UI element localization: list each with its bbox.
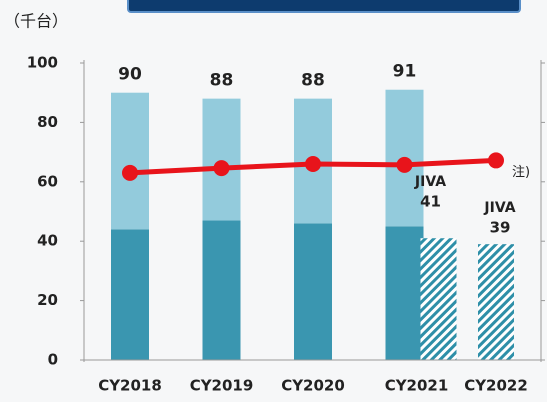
bar-segment xyxy=(385,226,424,360)
y-tick-label: 80 xyxy=(37,113,58,131)
bar-segment xyxy=(111,229,149,360)
x-tick-label: CY2018 xyxy=(98,377,162,395)
total-label: 88 xyxy=(301,71,325,91)
jiva-value: 39 xyxy=(490,219,511,237)
bar-segment xyxy=(111,92,149,230)
jiva-label: JIVA xyxy=(414,174,446,190)
x-tick-label: CY2019 xyxy=(190,377,254,395)
total-label: 91 xyxy=(393,62,417,82)
y-tick-label: 0 xyxy=(48,351,58,369)
annotation: 注) xyxy=(512,165,530,180)
header-box xyxy=(127,0,521,13)
y-tick-label: 20 xyxy=(37,291,58,309)
jiva-bar xyxy=(478,244,514,360)
x-tick-label: CY2022 xyxy=(464,377,528,395)
line-point xyxy=(396,156,413,173)
x-tick-label: CY2021 xyxy=(385,377,449,395)
x-tick-label: CY2020 xyxy=(281,377,345,395)
y-tick-label: 40 xyxy=(37,232,58,250)
bar-segment xyxy=(294,223,332,360)
line-point xyxy=(122,164,138,181)
total-label: 88 xyxy=(210,71,234,91)
line-point xyxy=(488,152,504,169)
line-point xyxy=(213,160,230,177)
y-tick-label: 100 xyxy=(27,54,58,72)
unit-label: （千台） xyxy=(4,12,68,31)
jiva-value: 41 xyxy=(420,193,441,211)
line-point xyxy=(305,155,321,172)
jiva-bar xyxy=(420,238,457,360)
bar-segment xyxy=(202,98,241,221)
jiva-label: JIVA xyxy=(483,200,515,216)
bar-segment xyxy=(202,220,241,360)
total-label: 90 xyxy=(118,65,142,85)
y-tick-label: 60 xyxy=(37,172,58,190)
